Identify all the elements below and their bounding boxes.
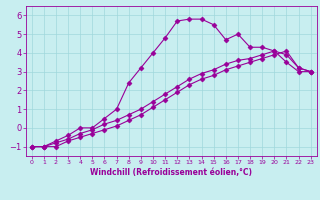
X-axis label: Windchill (Refroidissement éolien,°C): Windchill (Refroidissement éolien,°C) [90,168,252,177]
